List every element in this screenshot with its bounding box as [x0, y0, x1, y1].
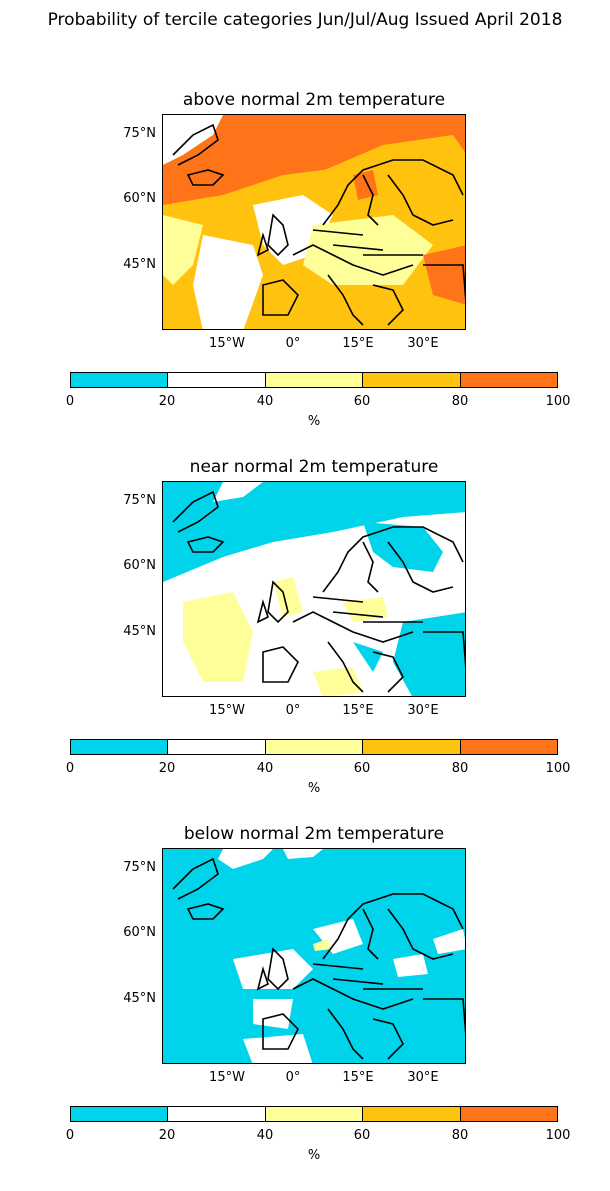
coastline-overlay: [172, 490, 465, 693]
colorbar-tick: 20: [158, 761, 176, 776]
xtick-15e: 15°E: [342, 1070, 374, 1085]
coastline-overlay: [172, 123, 465, 326]
xtick-30e: 30°E: [407, 336, 439, 351]
xtick-15e: 15°E: [342, 336, 374, 351]
colorbar-segment-40-60: [265, 373, 364, 387]
colorbar-segment-80-100: [460, 1107, 558, 1121]
colorbar-segment-0-20: [71, 373, 169, 387]
panel-title: below normal 2m temperature: [183, 824, 445, 844]
xtick-15w: 15°W: [209, 336, 245, 351]
colorbar-segment-40-60: [265, 740, 364, 754]
xtick-0: 0°: [285, 703, 301, 718]
colorbar-segment-0-20: [71, 740, 169, 754]
colorbar-segment-20-40: [168, 1107, 266, 1121]
xtick-30e: 30°E: [407, 1070, 439, 1085]
colorbar-segment-40-60: [265, 1107, 364, 1121]
colorbar-tick: 40: [256, 394, 274, 409]
colorbar-tick: 80: [451, 394, 469, 409]
colorbar-segment-60-80: [363, 740, 461, 754]
xtick-0: 0°: [285, 336, 301, 351]
ytick-60n: 60°N: [123, 925, 156, 940]
colorbar-tick: 80: [451, 1128, 469, 1143]
panel-title: near normal 2m temperature: [189, 457, 439, 477]
ytick-45n: 45°N: [123, 624, 156, 639]
panel-title: above normal 2m temperature: [182, 90, 446, 110]
map-below-normal: [162, 848, 466, 1064]
colorbar-tick: 80: [451, 761, 469, 776]
colorbar-tick: 0: [65, 1128, 75, 1143]
colorbar-tick: 0: [65, 394, 75, 409]
colorbar-label: %: [307, 414, 321, 429]
colorbar-tick: 60: [353, 761, 371, 776]
colorbar: [70, 372, 558, 388]
panel-below-normal: below normal 2m temperature: [0, 824, 610, 1191]
colorbar-tick: 60: [353, 394, 371, 409]
colorbar-segment-20-40: [168, 373, 266, 387]
colorbar-segment-60-80: [363, 1107, 461, 1121]
ytick-75n: 75°N: [123, 493, 156, 508]
map-near-normal: [162, 481, 466, 697]
xtick-15w: 15°W: [209, 1070, 245, 1085]
colorbar-segment-60-80: [363, 373, 461, 387]
ytick-45n: 45°N: [123, 257, 156, 272]
coastline-overlay: [172, 857, 465, 1060]
ytick-75n: 75°N: [123, 126, 156, 141]
figure-title: Probability of tercile categories Jun/Ju…: [47, 10, 563, 30]
ytick-60n: 60°N: [123, 558, 156, 573]
colorbar-tick: 100: [545, 394, 571, 409]
map-above-normal: [162, 114, 466, 330]
xtick-0: 0°: [285, 1070, 301, 1085]
colorbar: [70, 1106, 558, 1122]
colorbar-tick: 100: [545, 761, 571, 776]
colorbar-segment-80-100: [460, 373, 558, 387]
colorbar-segment-80-100: [460, 740, 558, 754]
colorbar-tick: 20: [158, 1128, 176, 1143]
colorbar-tick: 40: [256, 1128, 274, 1143]
xtick-15w: 15°W: [209, 703, 245, 718]
ytick-60n: 60°N: [123, 191, 156, 206]
ytick-75n: 75°N: [123, 860, 156, 875]
panel-near-normal: near normal 2m temperature: [0, 457, 610, 824]
colorbar-tick: 0: [65, 761, 75, 776]
colorbar-label: %: [307, 781, 321, 796]
colorbar: [70, 739, 558, 755]
xtick-30e: 30°E: [407, 703, 439, 718]
colorbar-tick: 60: [353, 1128, 371, 1143]
colorbar-tick: 20: [158, 394, 176, 409]
colorbar-segment-0-20: [71, 1107, 169, 1121]
colorbar-label: %: [307, 1148, 321, 1163]
colorbar-tick: 100: [545, 1128, 571, 1143]
xtick-15e: 15°E: [342, 703, 374, 718]
panel-above-normal: above normal 2m temperature: [0, 90, 610, 457]
colorbar-tick: 40: [256, 761, 274, 776]
colorbar-segment-20-40: [168, 740, 266, 754]
ytick-45n: 45°N: [123, 991, 156, 1006]
